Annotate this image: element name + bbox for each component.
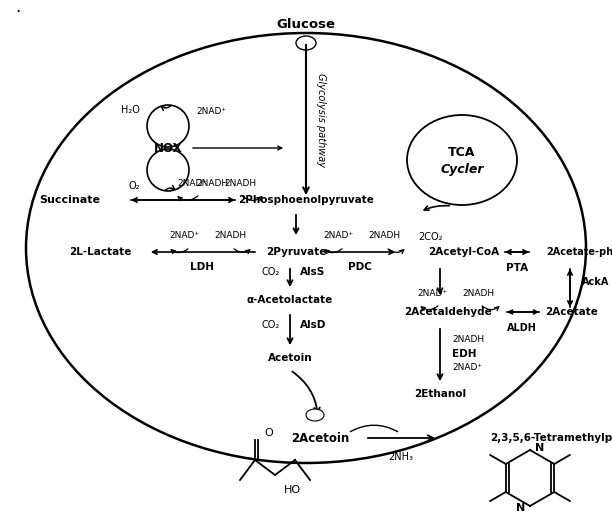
Text: 2NADH: 2NADH: [224, 180, 256, 188]
Text: 2NAD⁺: 2NAD⁺: [196, 108, 226, 117]
Text: Glycolysis pathway: Glycolysis pathway: [316, 73, 326, 167]
Text: Cycler: Cycler: [440, 163, 483, 176]
Text: CO₂: CO₂: [262, 320, 280, 330]
Text: AlsD: AlsD: [300, 320, 326, 330]
Text: 2NADH: 2NADH: [452, 335, 484, 344]
Text: α-Acetolactate: α-Acetolactate: [247, 295, 333, 305]
Text: NOX: NOX: [154, 142, 182, 154]
Text: 2Acetate: 2Acetate: [545, 307, 599, 317]
Text: Acetoin: Acetoin: [267, 353, 312, 363]
Text: 2NAD⁺: 2NAD⁺: [452, 363, 482, 373]
Text: H₂O: H₂O: [121, 105, 140, 115]
Text: 2NAD⁺: 2NAD⁺: [169, 232, 199, 240]
Text: AckA: AckA: [582, 277, 610, 287]
Text: Succinate: Succinate: [40, 195, 100, 205]
Ellipse shape: [306, 409, 324, 421]
Text: 2Ethanol: 2Ethanol: [414, 389, 466, 399]
Ellipse shape: [296, 36, 316, 50]
Text: 2L-Lactate: 2L-Lactate: [69, 247, 131, 257]
Text: PDC: PDC: [348, 262, 372, 272]
Text: TCA: TCA: [449, 145, 476, 159]
Text: 2NADH: 2NADH: [462, 289, 494, 299]
Text: 2NADH: 2NADH: [196, 180, 228, 188]
Text: N: N: [516, 503, 525, 513]
Text: HO: HO: [283, 485, 300, 495]
Text: 2NAD⁺: 2NAD⁺: [417, 289, 447, 299]
Text: 2Acetyl-CoA: 2Acetyl-CoA: [428, 247, 499, 257]
Text: 2Acetaldehyde: 2Acetaldehyde: [404, 307, 492, 317]
Text: EDH: EDH: [452, 349, 477, 359]
Text: CO₂: CO₂: [262, 267, 280, 277]
Text: 2NAD⁺: 2NAD⁺: [177, 180, 207, 188]
Text: O₂: O₂: [129, 181, 140, 191]
Text: 2,3,5,6-Tetramethylpyrazine: 2,3,5,6-Tetramethylpyrazine: [490, 433, 612, 443]
Text: 2NADH: 2NADH: [214, 232, 246, 240]
Text: 2Acetate-phosphate: 2Acetate-phosphate: [546, 247, 612, 257]
Text: O: O: [264, 428, 273, 438]
Text: 2Phosphoenolpyruvate: 2Phosphoenolpyruvate: [238, 195, 374, 205]
Text: 2NH₃: 2NH₃: [389, 452, 414, 462]
Text: 2NAD⁺: 2NAD⁺: [323, 232, 353, 240]
Text: ALDH: ALDH: [507, 323, 537, 333]
Text: Glucose: Glucose: [277, 18, 335, 31]
Text: 2NADH: 2NADH: [368, 232, 400, 240]
Text: 2CO₂: 2CO₂: [418, 232, 442, 242]
Text: AlsS: AlsS: [300, 267, 325, 277]
Text: 2Pyruvate: 2Pyruvate: [266, 247, 326, 257]
Text: ·: ·: [15, 3, 21, 21]
Text: N: N: [535, 443, 544, 453]
Text: LDH: LDH: [190, 262, 214, 272]
Text: PTA: PTA: [506, 263, 528, 273]
Text: 2Acetoin: 2Acetoin: [291, 432, 349, 445]
